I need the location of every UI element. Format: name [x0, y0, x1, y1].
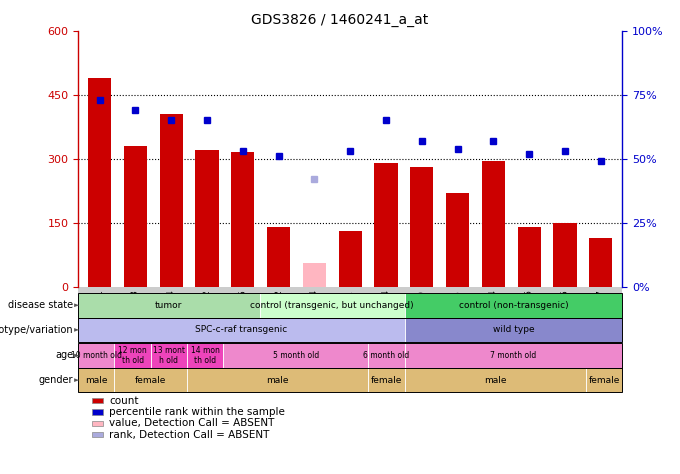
Text: wild type: wild type	[492, 326, 534, 334]
Bar	[481, 161, 505, 287]
Text: gender: gender	[39, 375, 73, 385]
Text: 12 mon
th old: 12 mon th old	[118, 346, 147, 365]
Text: 13 mont
h old: 13 mont h old	[153, 346, 185, 365]
Text: rank, Detection Call = ABSENT: rank, Detection Call = ABSENT	[109, 429, 270, 440]
Bar	[303, 264, 326, 287]
Text: 14 mon
th old: 14 mon th old	[190, 346, 220, 365]
Text: female: female	[588, 376, 619, 384]
Text: age: age	[55, 350, 73, 361]
Text: 5 month old: 5 month old	[273, 351, 319, 360]
Text: male: male	[484, 376, 507, 384]
Text: tumor: tumor	[155, 301, 182, 310]
Text: GDS3826 / 1460241_a_at: GDS3826 / 1460241_a_at	[252, 13, 428, 27]
Text: female: female	[135, 376, 167, 384]
Text: male: male	[85, 376, 107, 384]
Text: count: count	[109, 395, 139, 406]
Bar	[339, 231, 362, 287]
Bar	[231, 153, 254, 287]
Text: 7 month old: 7 month old	[490, 351, 537, 360]
Text: female: female	[371, 376, 402, 384]
Bar	[267, 227, 290, 287]
Text: male: male	[267, 376, 289, 384]
Text: SPC-c-raf transgenic: SPC-c-raf transgenic	[195, 326, 288, 334]
Text: genotype/variation: genotype/variation	[0, 325, 73, 335]
Text: disease state: disease state	[8, 300, 73, 310]
Bar	[124, 146, 147, 287]
Text: control (transgenic, but unchanged): control (transgenic, but unchanged)	[250, 301, 414, 310]
Bar	[517, 227, 541, 287]
Bar	[88, 78, 112, 287]
Bar	[375, 163, 398, 287]
Text: 6 month old: 6 month old	[363, 351, 409, 360]
Text: percentile rank within the sample: percentile rank within the sample	[109, 407, 286, 417]
Bar	[446, 193, 469, 287]
Bar	[554, 223, 577, 287]
Text: control (non-transgenic): control (non-transgenic)	[458, 301, 568, 310]
Bar	[160, 114, 183, 287]
Text: value, Detection Call = ABSENT: value, Detection Call = ABSENT	[109, 418, 275, 428]
Bar	[410, 167, 433, 287]
Bar	[195, 150, 219, 287]
Text: 10 month old: 10 month old	[71, 351, 122, 360]
Bar	[589, 238, 613, 287]
